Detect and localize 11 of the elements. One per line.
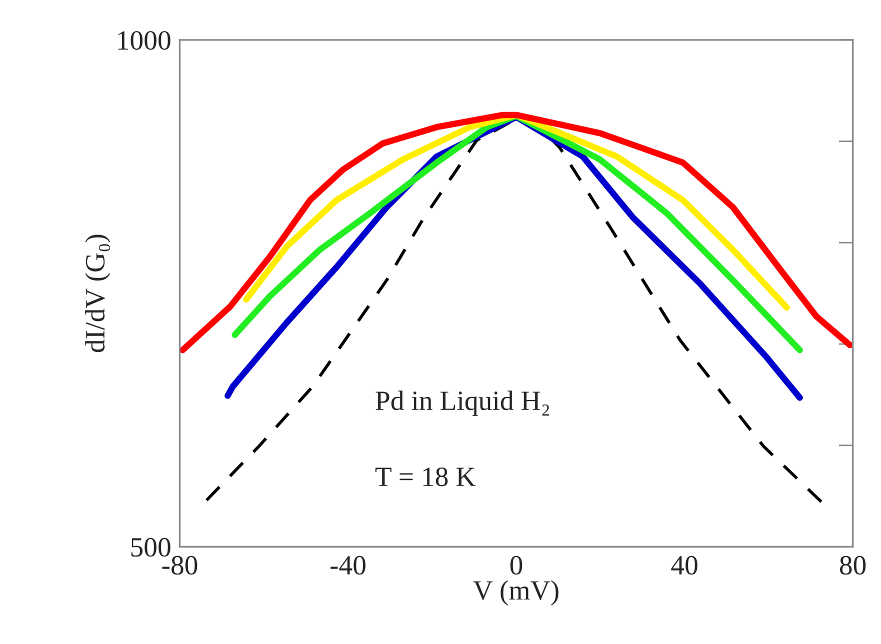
x-tick-label: -40 — [330, 556, 366, 575]
x-tick-label: -80 — [162, 556, 198, 575]
x-axis-title: V (mV) — [473, 580, 558, 606]
x-tick-label: 40 — [671, 556, 698, 575]
x-tick-label: 80 — [840, 556, 866, 575]
x-tick-label: 0 — [510, 556, 522, 575]
annotation: T = 18 K — [375, 467, 476, 486]
y-tick-label: 500 — [131, 538, 170, 557]
y-axis-title: dI/dV (G₀) — [85, 234, 110, 352]
annotation: Pd in Liquid H₂ — [376, 390, 550, 416]
y-tick-label: 1000 — [118, 31, 170, 50]
